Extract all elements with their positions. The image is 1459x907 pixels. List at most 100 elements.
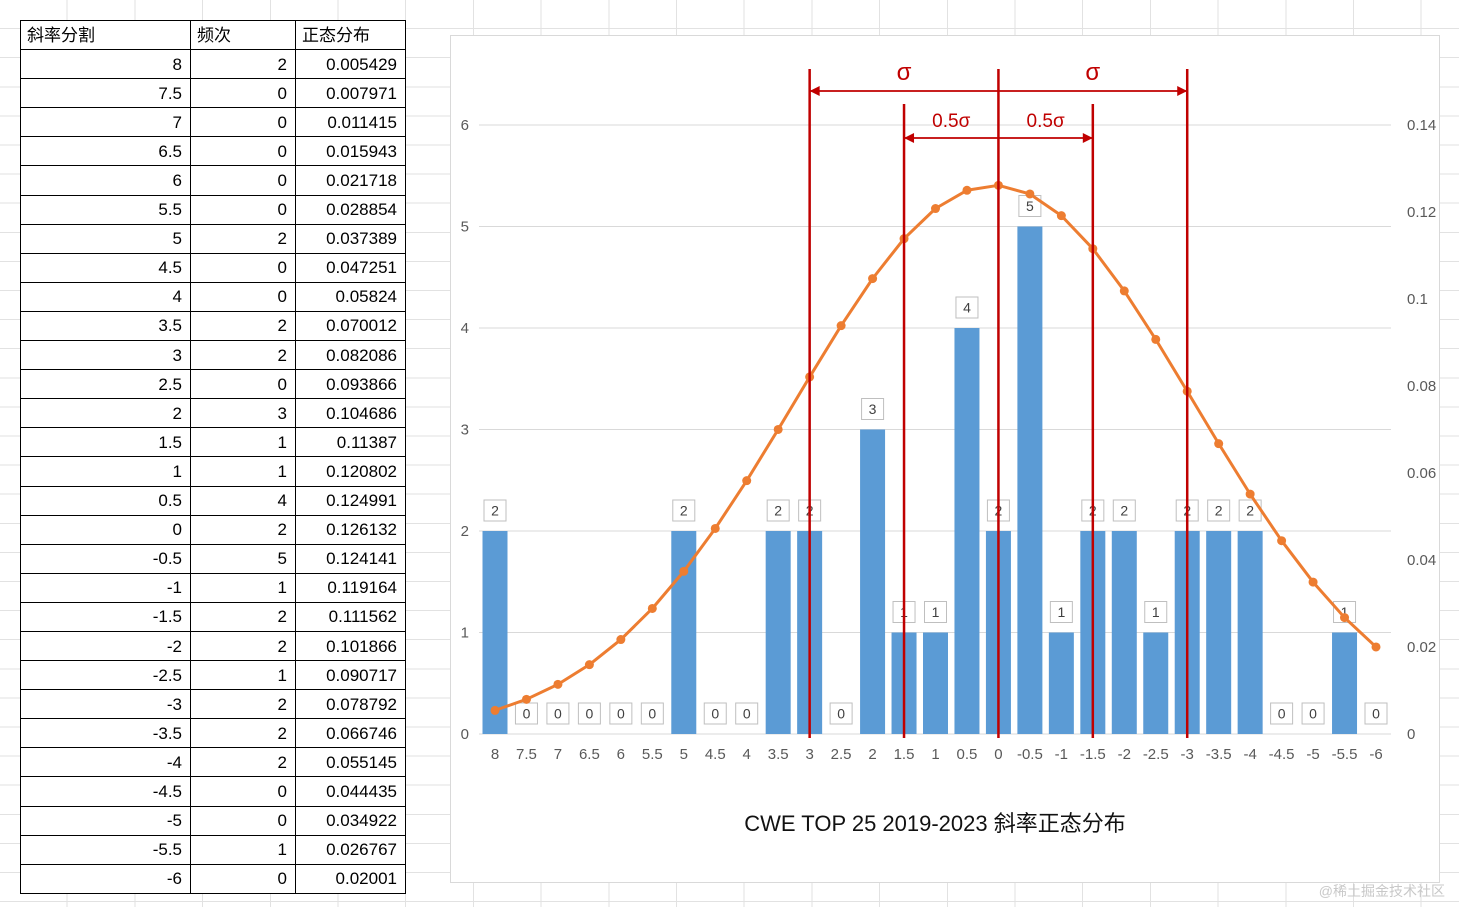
table-cell[interactable]: 2 bbox=[20, 398, 191, 429]
table-header-frequency[interactable]: 频次 bbox=[190, 19, 296, 51]
table-cell[interactable]: -2 bbox=[20, 630, 191, 662]
table-cell[interactable]: 2 bbox=[190, 601, 296, 632]
table-cell[interactable]: 0.021718 bbox=[295, 165, 406, 196]
table-cell[interactable]: 3 bbox=[20, 340, 191, 371]
table-cell[interactable]: -4 bbox=[20, 747, 191, 778]
table-cell[interactable]: 0.090717 bbox=[295, 660, 406, 691]
bar-label-box bbox=[577, 702, 601, 725]
table-cell[interactable]: 0 bbox=[190, 165, 296, 196]
table-cell[interactable]: 2 bbox=[190, 223, 296, 254]
table-row: 2 3 0.104686 bbox=[20, 398, 406, 429]
table-cell[interactable]: 1 bbox=[20, 456, 191, 487]
table-cell[interactable]: 0 bbox=[190, 863, 296, 894]
table-cell[interactable]: 0.082086 bbox=[295, 340, 406, 371]
table-cell[interactable]: 0.007971 bbox=[295, 78, 406, 109]
table-cell[interactable]: -0.5 bbox=[20, 543, 191, 574]
table-cell[interactable]: -5 bbox=[20, 805, 191, 836]
table-cell[interactable]: 6.5 bbox=[20, 136, 191, 167]
table-cell[interactable]: 0 bbox=[190, 194, 296, 225]
table-cell[interactable]: 4 bbox=[20, 281, 191, 312]
table-cell[interactable]: 0 bbox=[190, 805, 296, 836]
table-cell[interactable]: 4.5 bbox=[20, 252, 191, 283]
table-cell[interactable]: 0.5 bbox=[20, 485, 191, 516]
table-row: -5.5 1 0.026767 bbox=[20, 834, 406, 865]
table-cell[interactable]: 0.005429 bbox=[295, 49, 406, 80]
table-cell[interactable]: -6 bbox=[20, 863, 191, 894]
table-cell[interactable]: 0.119164 bbox=[295, 572, 406, 603]
table-cell[interactable]: 0 bbox=[190, 136, 296, 167]
table-cell[interactable]: 0 bbox=[190, 107, 296, 138]
table-cell[interactable]: 0.05824 bbox=[295, 281, 406, 312]
table-cell[interactable]: 4 bbox=[190, 485, 296, 516]
table-cell[interactable]: 0.078792 bbox=[295, 689, 406, 720]
table-cell[interactable]: 0.104686 bbox=[295, 398, 406, 429]
table-cell[interactable]: 0.120802 bbox=[295, 456, 406, 487]
line-marker bbox=[1151, 334, 1161, 344]
table-cell[interactable]: 2 bbox=[190, 49, 296, 80]
table-cell[interactable]: 0.02001 bbox=[295, 863, 406, 894]
table-row: -2 2 0.101866 bbox=[20, 630, 406, 662]
table-cell[interactable]: 1 bbox=[190, 572, 296, 603]
table-cell[interactable]: 0.070012 bbox=[295, 310, 406, 342]
table-cell[interactable]: 0.126132 bbox=[295, 514, 406, 545]
table-cell[interactable]: 3.5 bbox=[20, 310, 191, 342]
line-marker bbox=[553, 679, 563, 689]
table-cell[interactable]: 0.011415 bbox=[295, 107, 406, 138]
table-cell[interactable]: 0.044435 bbox=[295, 776, 406, 807]
table-cell[interactable]: 0.015943 bbox=[295, 136, 406, 167]
table-cell[interactable]: -2.5 bbox=[20, 660, 191, 691]
table-cell[interactable]: -4.5 bbox=[20, 776, 191, 807]
table-cell[interactable]: 1.5 bbox=[20, 427, 191, 458]
table-cell[interactable]: 0.124141 bbox=[295, 543, 406, 574]
table-cell[interactable]: 6 bbox=[20, 165, 191, 196]
table-cell[interactable]: 5 bbox=[190, 543, 296, 574]
table-cell[interactable]: 7 bbox=[20, 107, 191, 138]
table-cell[interactable]: 1 bbox=[190, 456, 296, 487]
table-cell[interactable]: 0.11387 bbox=[295, 427, 406, 458]
table-cell[interactable]: 2 bbox=[190, 718, 296, 749]
table-cell[interactable]: 0.034922 bbox=[295, 805, 406, 836]
table-cell[interactable]: 0.066746 bbox=[295, 718, 406, 749]
table-cell[interactable]: 0 bbox=[20, 514, 191, 545]
table-cell[interactable]: 7.5 bbox=[20, 78, 191, 109]
table-cell[interactable]: 5 bbox=[20, 223, 191, 254]
table-cell[interactable]: 1 bbox=[190, 660, 296, 691]
table-cell[interactable]: 0 bbox=[190, 369, 296, 400]
table-cell[interactable]: -1 bbox=[20, 572, 191, 603]
table-cell[interactable]: 0 bbox=[190, 78, 296, 109]
table-cell[interactable]: 0.055145 bbox=[295, 747, 406, 778]
chart-area[interactable]: 0 1 2 3 4 5 6 0 0.02 0.04 0.06 0.08 0.1 0.12 0.14 8 7.5 7… bbox=[450, 35, 1440, 883]
table-cell[interactable]: 2 bbox=[190, 514, 296, 545]
table-cell[interactable]: 5.5 bbox=[20, 194, 191, 225]
bar-label-box bbox=[703, 702, 727, 725]
bar-label-box bbox=[829, 702, 853, 725]
table-cell[interactable]: 0.101866 bbox=[295, 630, 406, 662]
table-cell[interactable]: 2 bbox=[190, 630, 296, 662]
table-cell[interactable]: 1 bbox=[190, 427, 296, 458]
table-cell[interactable]: -3.5 bbox=[20, 718, 191, 749]
table-cell[interactable]: 1 bbox=[190, 834, 296, 865]
table-cell[interactable]: -5.5 bbox=[20, 834, 191, 865]
table-cell[interactable]: 2 bbox=[190, 310, 296, 342]
table-cell[interactable]: 2 bbox=[190, 747, 296, 778]
table-cell[interactable]: 0 bbox=[190, 281, 296, 312]
table-cell[interactable]: -3 bbox=[20, 689, 191, 720]
table-header-normal-dist[interactable]: 正态分布 bbox=[295, 19, 406, 51]
table-cell[interactable]: 8 bbox=[20, 49, 191, 80]
table-cell[interactable]: 0.037389 bbox=[295, 223, 406, 254]
table-cell[interactable]: 2.5 bbox=[20, 369, 191, 400]
table-cell[interactable]: 0.093866 bbox=[295, 369, 406, 400]
table-cell[interactable]: 0.026767 bbox=[295, 834, 406, 865]
category-label: 4 bbox=[743, 746, 751, 763]
table-cell[interactable]: 0 bbox=[190, 252, 296, 283]
table-cell[interactable]: 0 bbox=[190, 776, 296, 807]
table-cell[interactable]: 2 bbox=[190, 689, 296, 720]
table-cell[interactable]: 3 bbox=[190, 398, 296, 429]
table-cell[interactable]: -1.5 bbox=[20, 601, 191, 632]
table-cell[interactable]: 2 bbox=[190, 340, 296, 371]
table-header-slope[interactable]: 斜率分割 bbox=[20, 19, 191, 51]
table-cell[interactable]: 0.124991 bbox=[295, 485, 406, 516]
table-cell[interactable]: 0.028854 bbox=[295, 194, 406, 225]
table-cell[interactable]: 0.111562 bbox=[295, 601, 406, 632]
table-cell[interactable]: 0.047251 bbox=[295, 252, 406, 283]
